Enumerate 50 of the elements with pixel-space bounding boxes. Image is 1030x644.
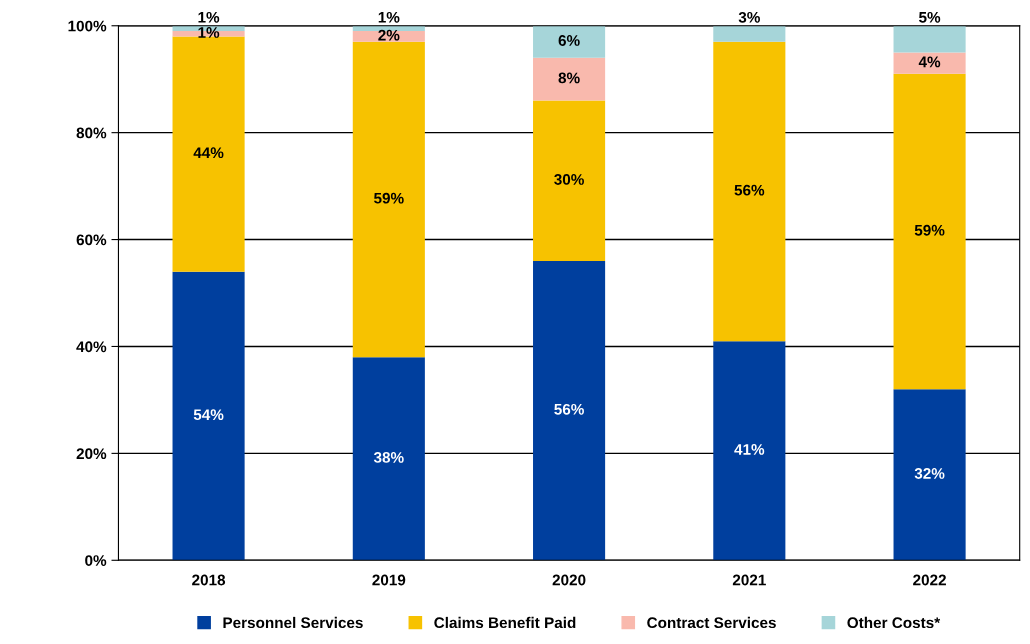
- bar: [713, 25, 786, 42]
- y-tick-label: 80%: [76, 127, 107, 139]
- bar: [533, 25, 606, 58]
- bar: [352, 41, 425, 358]
- data-label: 3%: [738, 11, 760, 23]
- y-tick-label: 40%: [76, 341, 107, 353]
- data-label: 30%: [554, 174, 584, 185]
- data-label: 6%: [558, 35, 580, 46]
- data-label: 1%: [198, 27, 220, 38]
- legend-label: Other Costs*: [847, 616, 941, 629]
- x-tick-label: 2021: [732, 574, 766, 586]
- data-label: 4%: [918, 56, 941, 68]
- x-tick-label: 2020: [552, 574, 586, 586]
- data-label: 2%: [378, 29, 400, 41]
- bar: [533, 100, 606, 261]
- bar: [533, 57, 606, 101]
- data-label: 32%: [914, 468, 945, 479]
- data-label: 38%: [373, 452, 404, 463]
- bar: [713, 41, 786, 342]
- bar: [893, 73, 966, 390]
- legend-label: Claims Benefit Paid: [434, 616, 576, 629]
- bar: [172, 36, 245, 272]
- bar: [352, 357, 425, 561]
- bar: [893, 25, 966, 53]
- data-label: 41%: [734, 444, 765, 455]
- y-tick-label: 0%: [85, 555, 107, 566]
- x-tick-label: 2022: [913, 574, 946, 586]
- legend-label: Personnel Services: [223, 616, 363, 629]
- bar: [533, 260, 606, 561]
- bar: [713, 341, 786, 561]
- bar: [352, 31, 425, 42]
- legend-label: Contract Services: [647, 616, 776, 629]
- data-label: 44%: [193, 147, 224, 159]
- data-label: 59%: [374, 192, 404, 204]
- x-tick-label: 2019: [372, 574, 406, 586]
- data-label: 8%: [558, 72, 580, 84]
- data-label: 56%: [734, 184, 765, 196]
- bar: [172, 271, 245, 561]
- x-tick-label: 2018: [192, 574, 226, 586]
- data-label: 56%: [554, 403, 584, 415]
- y-tick-label: 20%: [76, 448, 107, 460]
- data-label: 1%: [378, 11, 400, 23]
- data-label: 54%: [193, 409, 224, 421]
- data-label: 5%: [919, 11, 941, 23]
- data-label: 59%: [914, 224, 945, 236]
- bar: [893, 52, 966, 74]
- data-label: 1%: [198, 11, 220, 23]
- y-tick-label: 100%: [68, 20, 107, 32]
- y-tick-label: 60%: [76, 234, 107, 246]
- bar: [893, 389, 966, 561]
